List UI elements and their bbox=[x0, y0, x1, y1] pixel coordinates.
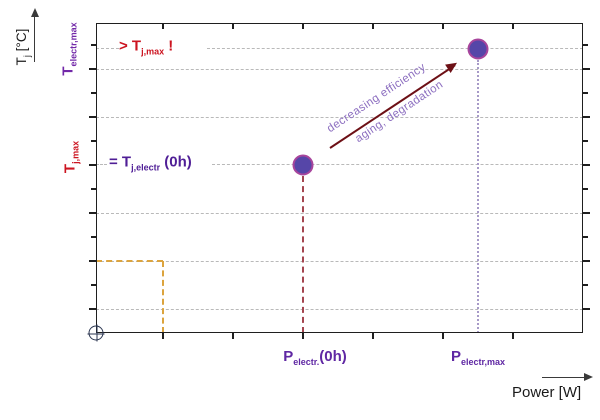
data-point-aged bbox=[467, 38, 489, 60]
gridline bbox=[96, 48, 119, 49]
y-axis-title-sub: j bbox=[22, 55, 32, 58]
t-electr-max-sub: electr,max bbox=[68, 22, 79, 67]
gridline bbox=[212, 164, 583, 165]
annotation-eq-sub: j,electr bbox=[131, 162, 161, 173]
tick bbox=[442, 333, 444, 339]
p0-sub: electr. bbox=[293, 357, 320, 367]
tick bbox=[583, 188, 588, 190]
trend-arrow bbox=[329, 58, 460, 149]
tick bbox=[512, 333, 514, 339]
x-axis-title: Power [W] bbox=[512, 384, 582, 401]
pmax-main: P bbox=[450, 348, 461, 365]
tick bbox=[89, 68, 96, 70]
annotation-over-suffix: ! bbox=[164, 37, 174, 55]
tick bbox=[583, 116, 590, 118]
y-axis-title-unit: [°C] bbox=[14, 28, 29, 56]
p0-suffix: (0h) bbox=[319, 348, 347, 365]
gridline bbox=[96, 164, 107, 165]
drop-line-pmax bbox=[476, 60, 479, 333]
tick bbox=[583, 140, 588, 142]
gridline bbox=[96, 213, 583, 214]
tick bbox=[583, 92, 588, 94]
tick bbox=[162, 23, 164, 29]
tick bbox=[583, 68, 590, 70]
y-axis-arrowhead-icon bbox=[30, 8, 39, 17]
tick bbox=[91, 188, 96, 190]
tick bbox=[372, 333, 374, 339]
tick bbox=[89, 308, 96, 310]
tick bbox=[232, 23, 234, 29]
orange-guide-horizontal bbox=[96, 260, 163, 262]
x-tick-label-p-electr-0h: Pelectr.(0h) bbox=[283, 348, 347, 367]
drop-line-p0 bbox=[301, 175, 304, 333]
annotation-eq-suffix: (0h) bbox=[160, 153, 192, 171]
tick bbox=[512, 23, 514, 29]
t-electr-max-main: T bbox=[59, 66, 77, 76]
tick bbox=[89, 260, 96, 262]
tick bbox=[442, 23, 444, 29]
tick bbox=[302, 23, 304, 29]
data-point-initial bbox=[292, 154, 314, 176]
tick bbox=[583, 236, 588, 238]
tick bbox=[89, 212, 96, 214]
x-axis-arrow-icon bbox=[542, 373, 593, 381]
tick bbox=[583, 308, 590, 310]
tick bbox=[583, 164, 590, 166]
x-tick-label-p-electr-max: Pelectr,max bbox=[451, 348, 505, 367]
tick bbox=[89, 116, 96, 118]
gridline bbox=[96, 69, 583, 70]
tick bbox=[583, 44, 588, 46]
tick bbox=[91, 44, 96, 46]
y-axis-title: Tj [°C] bbox=[14, 29, 32, 66]
gridline bbox=[96, 117, 583, 118]
origin-cross-vertical bbox=[96, 324, 97, 342]
y-axis-title-main: T bbox=[14, 57, 29, 66]
x-axis-arrowhead-icon bbox=[584, 373, 593, 381]
gridline bbox=[96, 261, 583, 262]
pmax-sub: electr,max bbox=[460, 357, 506, 367]
tick bbox=[302, 333, 304, 339]
tick bbox=[91, 236, 96, 238]
tick bbox=[372, 23, 374, 29]
tick bbox=[583, 284, 588, 286]
annotation-over-prefix: > T bbox=[119, 37, 142, 55]
annotation-equals-tjelectr: = Tj,electr (0h) bbox=[109, 154, 192, 173]
annotation-eq-prefix: = T bbox=[109, 153, 132, 171]
orange-guide-vertical bbox=[162, 261, 164, 333]
gridline bbox=[207, 48, 583, 49]
origin-marker-icon bbox=[87, 324, 105, 342]
tick bbox=[91, 92, 96, 94]
tick bbox=[583, 260, 590, 262]
tick bbox=[232, 333, 234, 339]
t-j-max-main: T bbox=[61, 163, 79, 174]
tick bbox=[91, 140, 96, 142]
tick bbox=[89, 164, 96, 166]
trend-arrowhead-icon bbox=[445, 58, 460, 73]
y-axis-arrow-icon bbox=[30, 8, 39, 62]
y-tick-label-t-j-max: Tj,max bbox=[62, 141, 81, 173]
tick bbox=[583, 212, 590, 214]
tick bbox=[91, 284, 96, 286]
t-j-max-sub: j,max bbox=[70, 140, 81, 164]
annotation-over-sub: j,max bbox=[141, 46, 165, 57]
tick bbox=[162, 333, 164, 339]
gridline bbox=[96, 309, 583, 310]
y-tick-label-t-electr-max: Telectr,max bbox=[60, 22, 79, 75]
p0-main: P bbox=[283, 348, 294, 365]
annotation-over-tjmax: > Tj,max ! bbox=[119, 38, 173, 57]
